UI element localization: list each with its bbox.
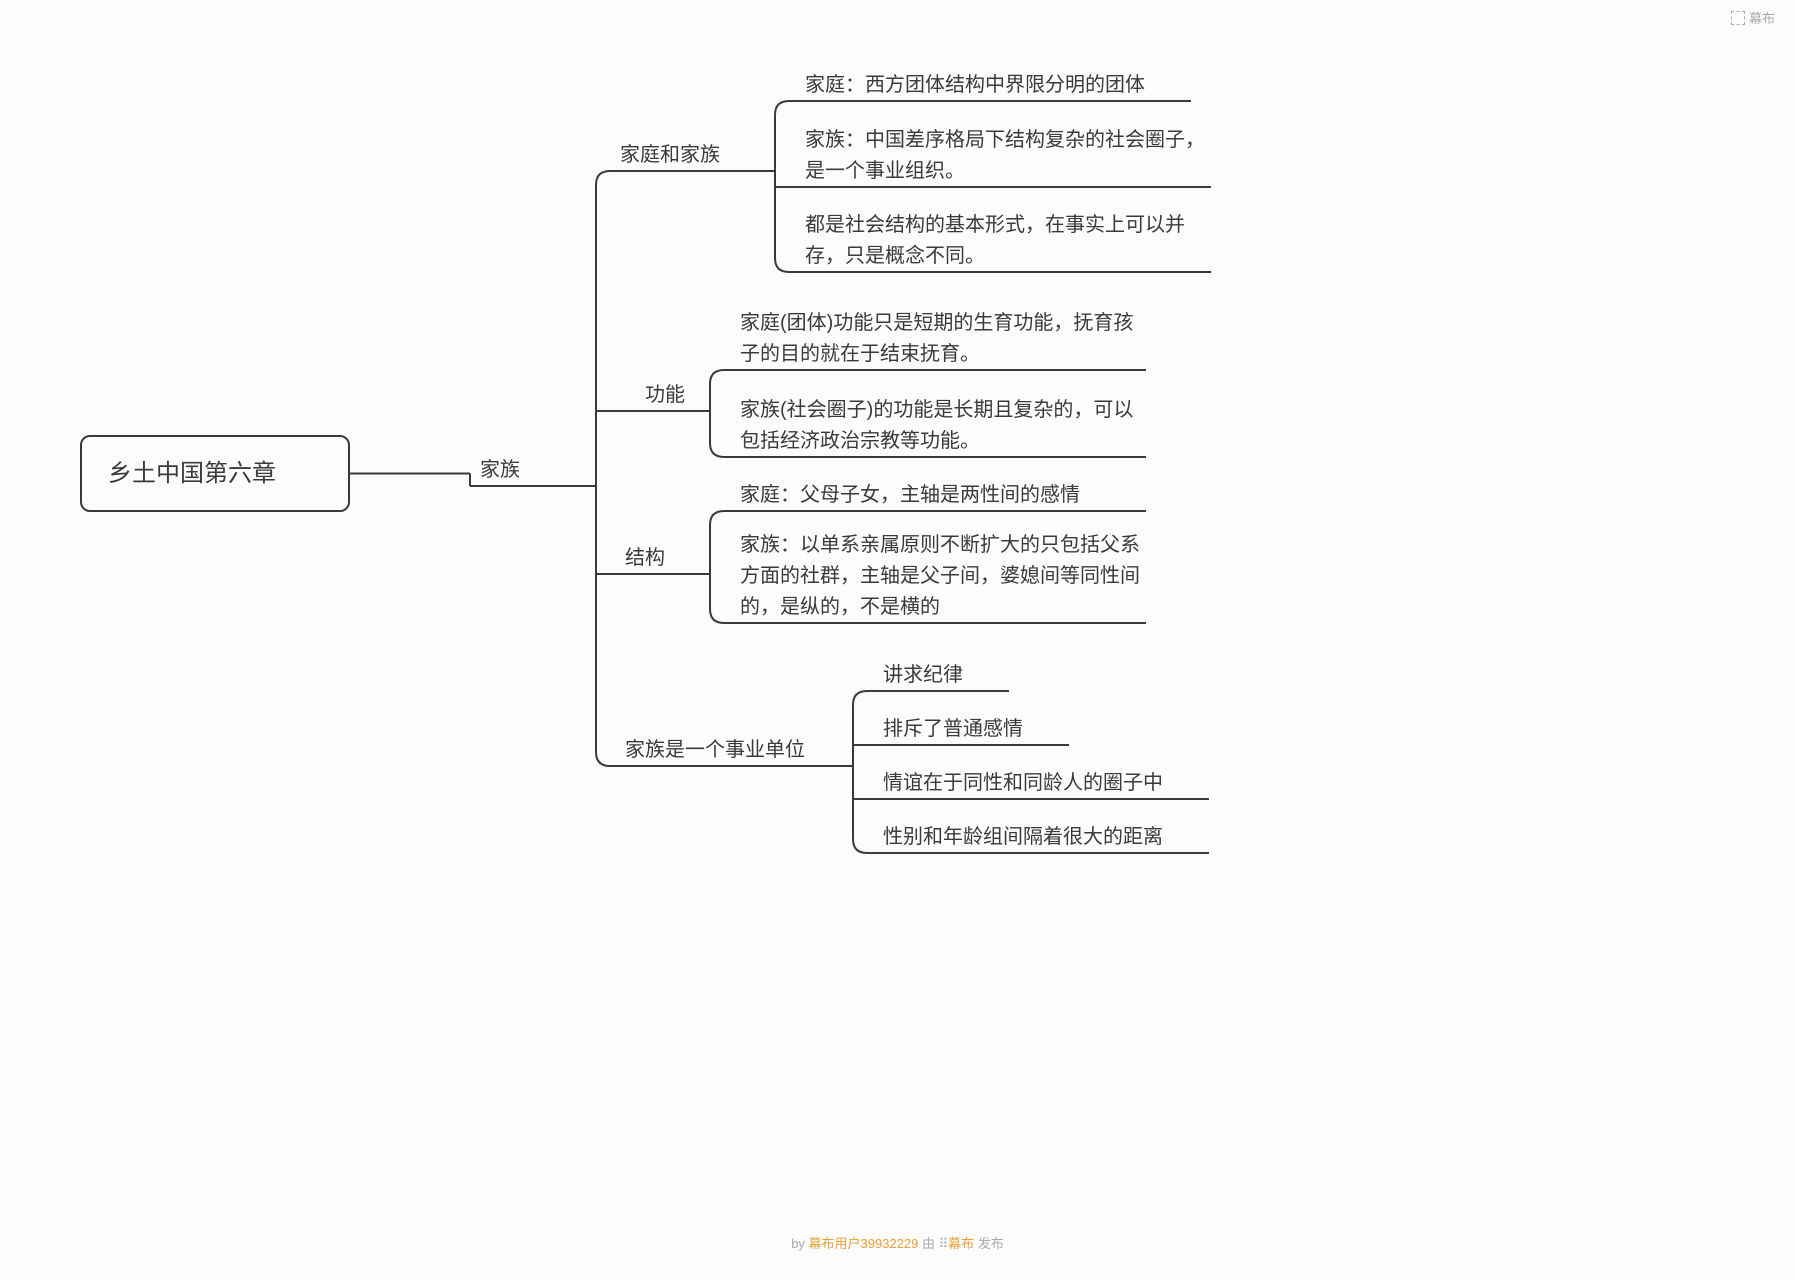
mindmap-canvas: 乡土中国第六章 家族 家庭和家族功能结构家族是一个事业单位 家庭：西方团体结构中界限分… bbox=[0, 0, 1795, 1280]
footer-brand: 幕布 bbox=[948, 1236, 974, 1251]
leaf-l42: 排斥了普通感情 bbox=[883, 714, 1063, 745]
node-level1: 家族 bbox=[480, 455, 530, 486]
leaf-l41: 讲求纪律 bbox=[883, 660, 1003, 691]
bracket-b2-up bbox=[710, 370, 724, 411]
bracket-b3-up bbox=[710, 511, 724, 574]
footer-credit: by 幕布用户39932229 由 ⠿幕布 发布 bbox=[791, 1233, 1004, 1252]
leaf-l11: 家庭：西方团体结构中界限分明的团体 bbox=[805, 70, 1185, 101]
node-level2-b2: 功能 bbox=[645, 380, 695, 411]
node-level2-b1: 家庭和家族 bbox=[620, 140, 735, 171]
footer-suffix: 发布 bbox=[974, 1236, 1004, 1251]
leaf-l21: 家庭(团体)功能只是短期的生育功能，抚育孩子的目的就在于结束抚育。 bbox=[740, 308, 1140, 370]
bracket-b3-down bbox=[710, 574, 724, 623]
bracket-l1-down bbox=[596, 486, 610, 766]
bracket-l1-up bbox=[596, 171, 610, 486]
leaf-l44: 性别和年龄组间隔着很大的距离 bbox=[883, 822, 1203, 853]
leaf-l31: 家庭：父母子女，主轴是两性间的感情 bbox=[740, 480, 1140, 511]
bracket-b4-down bbox=[853, 766, 867, 853]
connector-layer bbox=[0, 0, 1795, 1280]
leaf-l32: 家族：以单系亲属原则不断扩大的只包括父系方面的社群，主轴是父子间，婆媳间等同性间… bbox=[740, 530, 1140, 623]
footer-prefix: by bbox=[791, 1236, 808, 1251]
footer-user: 幕布用户39932229 bbox=[809, 1236, 919, 1251]
brand-icon-small: ⠿ bbox=[939, 1236, 949, 1251]
bracket-b2-down bbox=[710, 411, 724, 457]
leaf-l12: 家族：中国差序格局下结构复杂的社会圈子，是一个事业组织。 bbox=[805, 125, 1205, 187]
node-level2-b3: 结构 bbox=[625, 543, 675, 574]
bracket-b4-up bbox=[853, 691, 867, 766]
footer-mid: 由 bbox=[918, 1236, 938, 1251]
bracket-b1-down bbox=[775, 171, 789, 272]
leaf-l22: 家族(社会圈子)的功能是长期且复杂的，可以包括经济政治宗教等功能。 bbox=[740, 395, 1140, 457]
leaf-l43: 情谊在于同性和同龄人的圈子中 bbox=[883, 768, 1203, 799]
root-node: 乡土中国第六章 bbox=[80, 435, 350, 512]
leaf-l13: 都是社会结构的基本形式，在事实上可以并存，只是概念不同。 bbox=[805, 210, 1205, 272]
node-level2-b4: 家族是一个事业单位 bbox=[625, 735, 835, 766]
bracket-b1-up bbox=[775, 101, 789, 171]
